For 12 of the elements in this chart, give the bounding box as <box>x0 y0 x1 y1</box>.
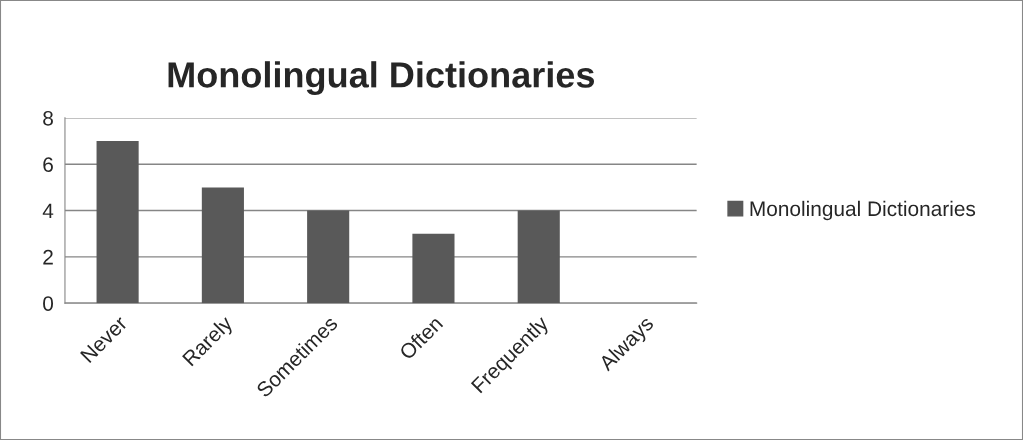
y-tick-label: 6 <box>43 157 53 172</box>
bar <box>412 233 455 304</box>
y-tick-label: 4 <box>42 203 54 219</box>
bar <box>307 210 350 304</box>
y-tick-label: 0 <box>43 296 54 311</box>
y-tick-label: 2 <box>43 249 53 265</box>
bar <box>96 141 139 304</box>
chart-title: Monolingual Dictionaries <box>168 61 595 96</box>
bar <box>517 210 560 304</box>
y-tick-label: 8 <box>43 110 53 126</box>
bar <box>201 187 244 304</box>
legend-label: Monolingual Dictionaries <box>750 200 976 221</box>
